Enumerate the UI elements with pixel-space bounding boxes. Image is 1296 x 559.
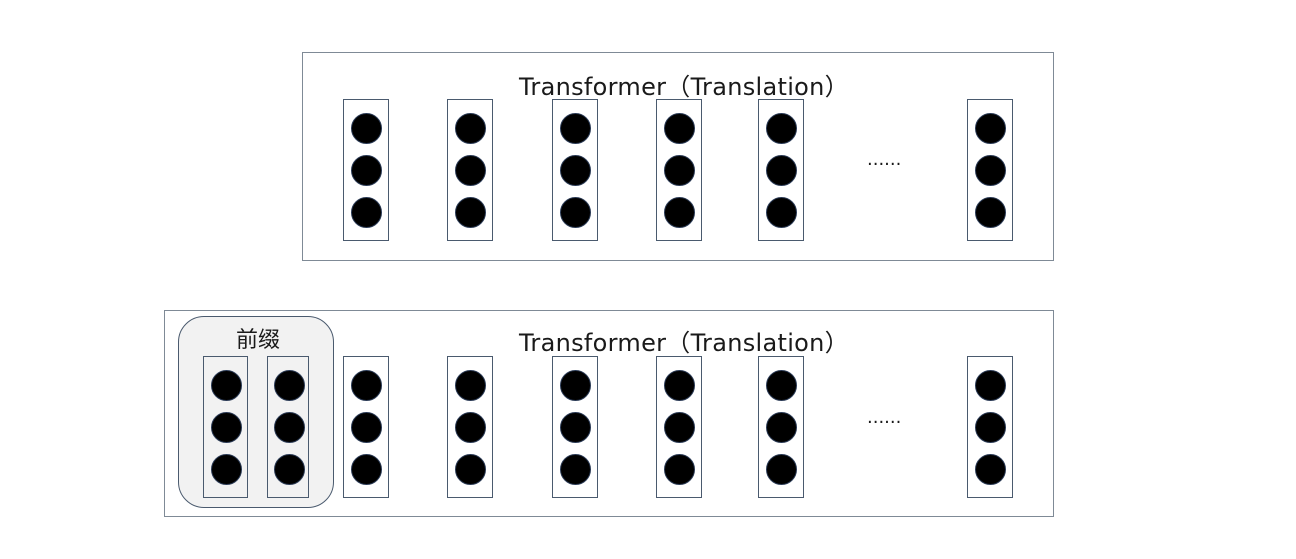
token-dot [766,155,797,186]
token-dot [664,197,695,228]
token-dot [975,454,1006,485]
token-column [967,99,1013,241]
prefix-dot [274,370,305,401]
token-column [343,99,389,241]
token-dot [664,113,695,144]
token-dot [560,197,591,228]
prefix-dot [211,454,242,485]
token-dot [766,370,797,401]
token-dot [351,412,382,443]
token-dot [664,412,695,443]
token-dot [975,113,1006,144]
token-column [967,356,1013,498]
token-dot [975,155,1006,186]
token-dot [560,155,591,186]
token-dot [664,155,695,186]
token-dot [664,370,695,401]
prefix-column [267,356,309,498]
prefix-label: 前缀 [236,328,281,353]
token-dot [560,454,591,485]
token-dot [351,197,382,228]
token-dot [664,454,695,485]
token-dot [766,454,797,485]
token-dot [455,113,486,144]
ellipsis: ...... [867,407,902,428]
prefix-dot [211,370,242,401]
token-dot [351,454,382,485]
token-column [552,356,598,498]
token-dot [975,197,1006,228]
token-column [552,99,598,241]
token-dot [766,412,797,443]
token-dot [560,370,591,401]
top-panel-title: Transformer（Translation） [519,73,849,101]
token-column [656,356,702,498]
token-dot [975,412,1006,443]
token-dot [455,412,486,443]
token-dot [766,113,797,144]
prefix-dot [274,454,305,485]
token-dot [975,370,1006,401]
prefix-group: 前缀 [178,316,334,508]
bottom-panel-title: Transformer（Translation） [519,329,849,357]
token-dot [351,113,382,144]
token-column [758,99,804,241]
token-column [447,99,493,241]
token-column [447,356,493,498]
token-dot [455,454,486,485]
ellipsis: ...... [867,149,902,170]
token-dot [351,155,382,186]
prefix-dot [274,412,305,443]
token-dot [455,155,486,186]
token-dot [455,197,486,228]
token-dot [560,412,591,443]
token-column [758,356,804,498]
bottom-transformer-panel: Transformer（Translation） 前缀 [164,310,1054,517]
token-dot [766,197,797,228]
top-transformer-panel: Transformer（Translation） ...... [302,52,1054,261]
token-column [343,356,389,498]
prefix-column [203,356,248,498]
token-column [656,99,702,241]
token-dot [560,113,591,144]
prefix-dot [211,412,242,443]
token-dot [351,370,382,401]
token-dot [455,370,486,401]
